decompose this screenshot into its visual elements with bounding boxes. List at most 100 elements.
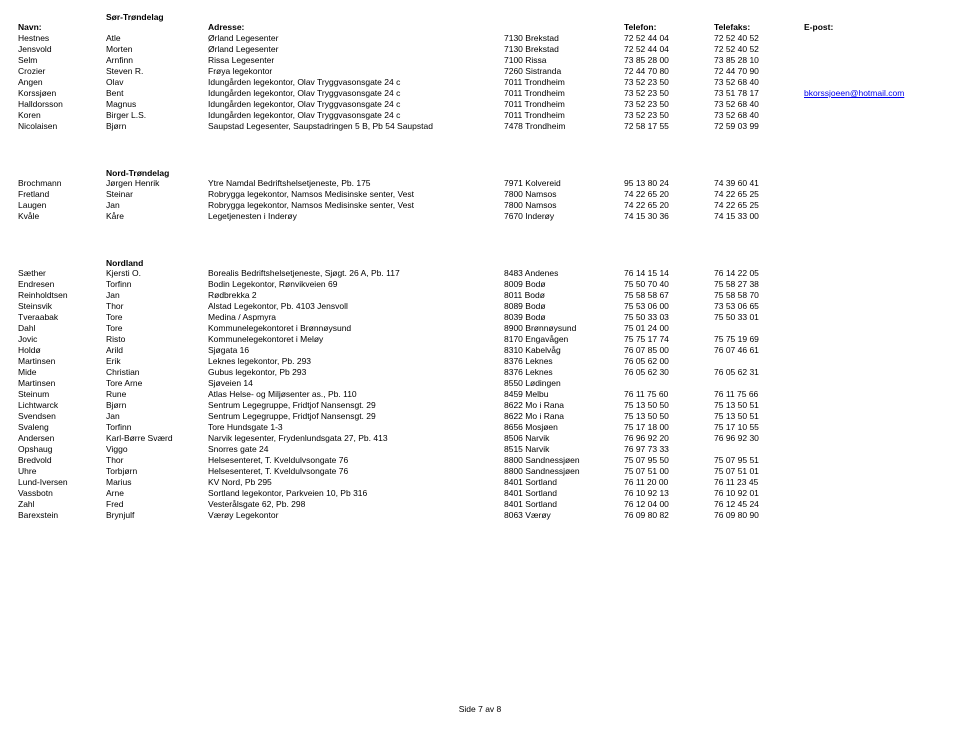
firstname-cell: Christian (106, 367, 208, 378)
firstname-cell: Jan (106, 200, 208, 211)
email-cell (804, 422, 938, 433)
fax-cell: 75 75 19 69 (714, 334, 804, 345)
address-cell: Gubus legekontor, Pb 293 (208, 367, 504, 378)
phone-cell: 74 22 65 20 (624, 200, 714, 211)
table-row: BrochmannJørgen HenrikYtre Namdal Bedrif… (18, 178, 938, 189)
city-cell: 7130 Brekstad (504, 33, 624, 44)
phone-cell: 75 50 33 03 (624, 312, 714, 323)
address-cell: Alstad Legekontor, Pb. 4103 Jensvoll (208, 301, 504, 312)
table-row: HoldøArildSjøgata 168310 Kabelvåg76 07 8… (18, 345, 938, 356)
firstname-cell: Jan (106, 411, 208, 422)
section-gap (18, 148, 942, 164)
email-cell (804, 455, 938, 466)
lastname-cell: Uhre (18, 466, 106, 477)
table-row: KorenBirger L.S.Idungården legekontor, O… (18, 110, 938, 121)
table-row: AngenOlavIdungården legekontor, Olav Try… (18, 77, 938, 88)
lastname-cell: Brochmann (18, 178, 106, 189)
table-row: DahlToreKommunelegekontoret i Brønnøysun… (18, 323, 938, 334)
address-cell: Sentrum Legegruppe, Fridtjof Nansensgt. … (208, 400, 504, 411)
email-cell (804, 411, 938, 422)
table-row: HestnesAtleØrland Legesenter7130 Breksta… (18, 33, 938, 44)
lastname-cell: Lund-Iversen (18, 477, 106, 488)
lastname-cell: Lichtwarck (18, 400, 106, 411)
table-row: OpshaugViggoSnorres gate 248515 Narvik76… (18, 444, 938, 455)
address-cell: Tore Hundsgate 1-3 (208, 422, 504, 433)
lastname-cell: Steinsvik (18, 301, 106, 312)
col-city-header (504, 22, 624, 33)
fax-cell: 75 07 51 01 (714, 466, 804, 477)
address-cell: Helsesenteret, T. Kveldulvsongate 76 (208, 466, 504, 477)
lastname-cell: Martinsen (18, 356, 106, 367)
col-fax-header: Telefaks: (714, 22, 804, 33)
email-cell (804, 488, 938, 499)
phone-cell: 74 22 65 20 (624, 189, 714, 200)
address-cell: Rødbrekka 2 (208, 290, 504, 301)
lastname-cell: Selm (18, 55, 106, 66)
fax-cell: 73 52 68 40 (714, 77, 804, 88)
fax-cell: 74 39 60 41 (714, 178, 804, 189)
firstname-cell: Thor (106, 301, 208, 312)
phone-cell: 76 10 92 13 (624, 488, 714, 499)
city-cell: 7011 Trondheim (504, 88, 624, 99)
lastname-cell: Nicolaisen (18, 121, 106, 132)
email-cell (804, 66, 938, 77)
firstname-cell: Torfinn (106, 279, 208, 290)
city-cell: 7800 Namsos (504, 189, 624, 200)
address-cell: Bodin Legekontor, Rønvikveien 69 (208, 279, 504, 290)
email-cell (804, 378, 938, 389)
email-cell (804, 301, 938, 312)
phone-cell: 75 01 24 00 (624, 323, 714, 334)
email-cell (804, 312, 938, 323)
phone-cell: 75 17 18 00 (624, 422, 714, 433)
email-cell (804, 290, 938, 301)
email-cell: bkorssjoeen@hotmail.com (804, 88, 938, 99)
email-cell (804, 323, 938, 334)
fax-cell: 73 85 28 10 (714, 55, 804, 66)
table-row: ReinholdtsenJanRødbrekka 28011 Bodø75 58… (18, 290, 938, 301)
firstname-cell: Steven R. (106, 66, 208, 77)
city-cell: 7011 Trondheim (504, 77, 624, 88)
phone-cell (624, 378, 714, 389)
fax-cell (714, 323, 804, 334)
firstname-cell: Magnus (106, 99, 208, 110)
table-row: AndersenKarl-Børre SværdNarvik legesente… (18, 433, 938, 444)
firstname-cell: Atle (106, 33, 208, 44)
header-row: Navn:Adresse:Telefon:Telefaks:E-post: (18, 22, 938, 33)
address-cell: Kommunelegekontoret i Brønnøysund (208, 323, 504, 334)
email-cell (804, 110, 938, 121)
address-cell: Værøy Legekontor (208, 510, 504, 521)
fax-cell: 72 52 40 52 (714, 33, 804, 44)
lastname-cell: Holdø (18, 345, 106, 356)
lastname-cell: Tveraabak (18, 312, 106, 323)
lastname-cell: Andersen (18, 433, 106, 444)
city-cell: 7478 Trondheim (504, 121, 624, 132)
phone-cell: 75 13 50 50 (624, 400, 714, 411)
region-title: Nord-Trøndelag (106, 168, 942, 178)
fax-cell (714, 444, 804, 455)
email-cell (804, 77, 938, 88)
email-cell (804, 33, 938, 44)
firstname-cell: Torfinn (106, 422, 208, 433)
email-cell (804, 334, 938, 345)
col-phone-header: Telefon: (624, 22, 714, 33)
phone-cell: 95 13 80 24 (624, 178, 714, 189)
lastname-cell: Vassbotn (18, 488, 106, 499)
content-area: Sør-TrøndelagNavn:Adresse:Telefon:Telefa… (18, 12, 942, 521)
table-row: LichtwarckBjørnSentrum Legegruppe, Fridt… (18, 400, 938, 411)
table-row: BarexsteinBrynjulfVærøy Legekontor8063 V… (18, 510, 938, 521)
email-cell (804, 510, 938, 521)
fax-cell: 74 15 33 00 (714, 211, 804, 222)
city-cell: 8401 Sortland (504, 499, 624, 510)
city-cell: 8550 Lødingen (504, 378, 624, 389)
email-link[interactable]: bkorssjoeen@hotmail.com (804, 88, 904, 98)
phone-cell: 72 58 17 55 (624, 121, 714, 132)
city-cell: 8900 Brønnøysund (504, 323, 624, 334)
address-cell: Borealis Bedriftshelsetjeneste, Sjøgt. 2… (208, 268, 504, 279)
table-row: SvendsenJanSentrum Legegruppe, Fridtjof … (18, 411, 938, 422)
col-address-header: Adresse: (208, 22, 504, 33)
address-cell: Robrygga legekontor, Namsos Medisinske s… (208, 200, 504, 211)
firstname-cell: Bjørn (106, 400, 208, 411)
table-row: HalldorssonMagnusIdungården legekontor, … (18, 99, 938, 110)
table-row: EndresenTorfinnBodin Legekontor, Rønvikv… (18, 279, 938, 290)
lastname-cell: Svendsen (18, 411, 106, 422)
